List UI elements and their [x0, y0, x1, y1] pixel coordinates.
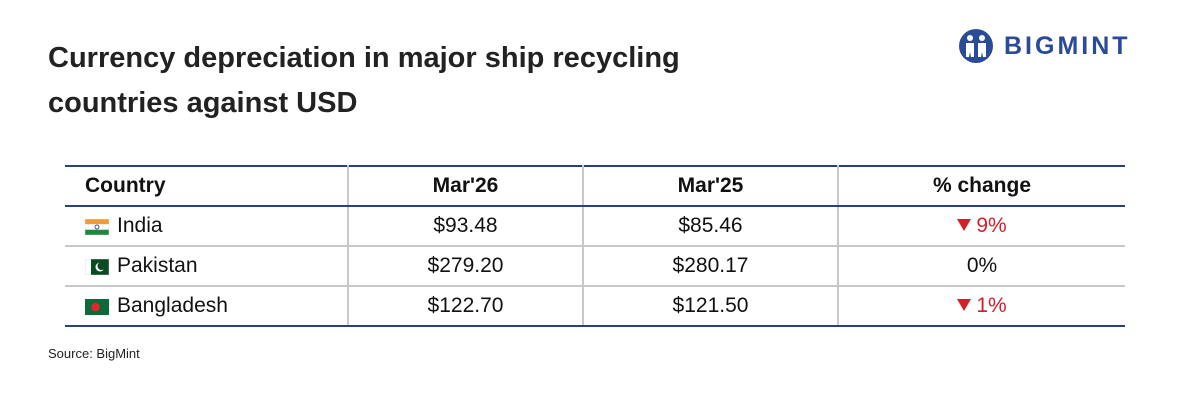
change: 1% [976, 294, 1007, 317]
country: Bangladesh [117, 294, 228, 317]
table: Country Mar'26 Mar'25 % change India $93… [65, 165, 1125, 327]
flag-pakistan [84, 258, 110, 276]
cell: Pakistan [65, 246, 348, 287]
source: Source: BigMint [48, 346, 140, 361]
change: 9% [976, 214, 1007, 237]
cell: $279.20 [347, 246, 583, 287]
cell: $121.50 [582, 286, 838, 327]
down-arrow [957, 219, 972, 231]
flag-india [84, 218, 110, 236]
logo-icon [959, 29, 993, 63]
row: India $93.48 $85.46 9% [65, 206, 1125, 247]
cell: $85.46 [582, 206, 838, 247]
logo-text: BIGMINT [1004, 31, 1131, 60]
cell: $122.70 [347, 286, 583, 327]
cell: $280.17 [582, 246, 838, 287]
flag-bangladesh [85, 299, 109, 315]
cell: 9% [837, 206, 1125, 247]
header-cell: Country [65, 166, 348, 207]
cell: $93.48 [347, 206, 583, 247]
cell: 1% [837, 286, 1125, 327]
logo: BIGMINT [958, 28, 1131, 64]
cell: India [65, 206, 348, 247]
country: India [117, 214, 163, 237]
cell: 0% [837, 246, 1125, 287]
country: Pakistan [117, 254, 198, 277]
cell: Bangladesh [65, 286, 348, 327]
header-row: Country Mar'26 Mar'25 % change [65, 166, 1125, 207]
row: Pakistan $279.20 $280.17 0% [65, 246, 1125, 287]
header-cell: Mar'26 [347, 166, 583, 207]
title: Currency depreciation in major ship recy… [48, 42, 680, 119]
row: Bangladesh $122.70 $121.50 1% [65, 286, 1125, 327]
header-cell: % change [837, 166, 1125, 207]
down-arrow [957, 299, 972, 311]
header-cell: Mar'25 [582, 166, 838, 207]
